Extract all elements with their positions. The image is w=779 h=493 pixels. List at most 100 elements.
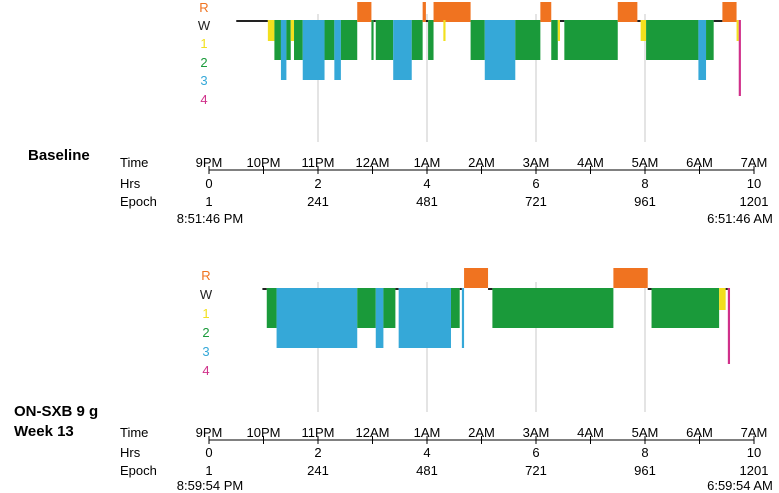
hypnogram-segment-stage-w	[488, 288, 493, 290]
time-tick-label: 2AM	[468, 425, 495, 440]
time-tick-label: 3AM	[523, 155, 550, 170]
time-tick-label: 5AM	[632, 425, 659, 440]
epoch-tick-label: 1201	[740, 463, 769, 478]
hrs-tick-label: 8	[641, 445, 648, 460]
hypnogram-segment-stage-2	[564, 20, 618, 60]
hypnogram-segment-stage-1	[557, 20, 560, 41]
hrs-tick-label: 6	[532, 445, 539, 460]
hrs-tick-label: 0	[205, 176, 212, 191]
hypnogram-segment-stage-w	[637, 20, 641, 22]
hypnogram-segment-stage-2	[340, 20, 358, 60]
hypnogram-segment-stage-w	[647, 288, 652, 290]
stage-label-r: R	[201, 268, 210, 283]
hypnogram-segment-stage-1	[443, 20, 446, 41]
hypnogram-segment-stage-w	[559, 20, 565, 22]
hypnogram-segment-stage-1	[290, 20, 295, 41]
time-tick-label: 12AM	[356, 425, 390, 440]
baseline-panel: R W 1 2 3 4 Baseline Time 9PM 10PM 11PM 12A…	[28, 0, 773, 226]
baseline-title: Baseline	[28, 147, 90, 164]
treatment-stage-labels: R W 1 2 3 4	[200, 268, 213, 378]
hypnogram-segment-stage-2	[266, 288, 277, 328]
epoch-tick-label: 721	[525, 194, 547, 209]
epoch-tick-label: 481	[416, 194, 438, 209]
hypnogram-segment-stage-3	[484, 20, 516, 80]
time-axis-label: Time	[120, 425, 148, 440]
hypnogram-segment-stage-r	[540, 2, 552, 22]
time-tick-label: 11PM	[302, 155, 335, 170]
time-tick-label: 9PM	[196, 425, 223, 440]
hrs-tick-label: 8	[641, 176, 648, 191]
time-tick-label: 11PM	[302, 425, 335, 440]
epoch-ticks: 1 241 481 721 961 1201	[205, 194, 768, 209]
stage-label-4: 4	[202, 363, 209, 378]
hrs-tick-label: 2	[314, 176, 321, 191]
hypnogram-segment-stage-2	[383, 288, 396, 328]
stage-label-3: 3	[200, 73, 207, 88]
epoch-tick-label: 481	[416, 463, 438, 478]
hrs-ticks: 0 2 4 6 8 10	[205, 176, 761, 191]
start-clock: 8:59:54 PM	[177, 478, 244, 493]
hypnogram-segment-stage-3	[393, 20, 412, 80]
stage-label-4: 4	[200, 92, 207, 107]
stage-label-1: 1	[200, 36, 207, 51]
epoch-tick-label: 241	[307, 463, 329, 478]
hypnogram-segment-stage-w	[373, 20, 376, 22]
time-tick-label: 10PM	[247, 155, 281, 170]
hypnogram-segment-stage-2	[324, 20, 335, 60]
hypnogram-segment-stage-2	[646, 20, 699, 60]
stage-label-2: 2	[202, 325, 209, 340]
time-tick-label: 3AM	[523, 425, 550, 440]
hrs-tick-label: 4	[423, 445, 430, 460]
hypnogram-segment-stage-3	[698, 20, 707, 80]
hypnogram-segment-stage-2	[470, 20, 485, 60]
epoch-axis-label: Epoch	[120, 194, 157, 209]
epoch-tick-label: 1	[205, 194, 212, 209]
hypnogram-segment-stage-2	[551, 20, 558, 60]
treatment-axis: Time 9PM 10PM 11PM 12AM 1AM 2AM 3AM 4AM 5AM 6AM 7A…	[120, 425, 773, 493]
time-tick-label: 7AM	[741, 155, 768, 170]
time-axis-label: Time	[120, 155, 148, 170]
hypnogram-segment-stage-2	[294, 20, 303, 60]
hypnogram-segment-stage-w	[262, 288, 267, 290]
baseline-hypnogram-bars	[236, 2, 741, 96]
time-tick-label: 6AM	[686, 155, 713, 170]
hypnogram-segment-stage-3	[334, 20, 341, 80]
hypnogram-segment-stage-w	[425, 20, 429, 22]
epoch-tick-label: 961	[634, 463, 656, 478]
hypnogram-segment-stage-1	[640, 20, 647, 41]
hrs-ticks: 0 2 4 6 8 10	[205, 445, 761, 460]
epoch-axis-label: Epoch	[120, 463, 157, 478]
hypnogram-segment-stage-w	[713, 20, 723, 22]
treatment-title-line-2: Week 13	[14, 423, 74, 440]
stage-label-w: W	[198, 18, 211, 33]
stage-label-1: 1	[202, 306, 209, 321]
baseline-stage-labels: R W 1 2 3 4	[198, 0, 211, 107]
hypnogram-segment-stage-r	[357, 2, 372, 22]
hypnogram-segment-stage-2	[706, 20, 714, 60]
hypnogram-segment-stage-2	[274, 20, 281, 60]
hypnogram-segment-stage-1	[736, 20, 739, 41]
epoch-tick-label: 961	[634, 194, 656, 209]
hrs-tick-label: 10	[747, 445, 761, 460]
time-tick-label: 4AM	[577, 155, 604, 170]
hypnogram-segment-stage-2	[375, 20, 394, 60]
end-clock: 6:51:46 AM	[707, 211, 773, 226]
hypnogram-segment-stage-1	[719, 288, 726, 310]
epoch-tick-label: 241	[307, 194, 329, 209]
stage-label-3: 3	[202, 344, 209, 359]
epoch-tick-label: 1	[205, 463, 212, 478]
hypnogram-segment-stage-4	[738, 20, 741, 96]
hrs-axis-label: Hrs	[120, 176, 141, 191]
hypnogram-segment-stage-2	[428, 20, 434, 60]
hrs-tick-label: 2	[314, 445, 321, 460]
hypnogram-segment-stage-r	[613, 268, 648, 288]
time-tick-label: 5AM	[632, 155, 659, 170]
hypnogram-segment-stage-2	[286, 20, 291, 60]
treatment-panel: R W 1 2 3 4 ON-SXB 9 g Week 13 Time 9PM 1…	[14, 268, 773, 493]
stage-label-2: 2	[200, 55, 207, 70]
hypnogram-segment-stage-w	[459, 288, 462, 290]
time-tick-label: 1AM	[414, 155, 441, 170]
hypnogram-segment-stage-3	[461, 288, 465, 348]
time-tick-label: 7AM	[741, 425, 768, 440]
time-tick-label: 2AM	[468, 155, 495, 170]
